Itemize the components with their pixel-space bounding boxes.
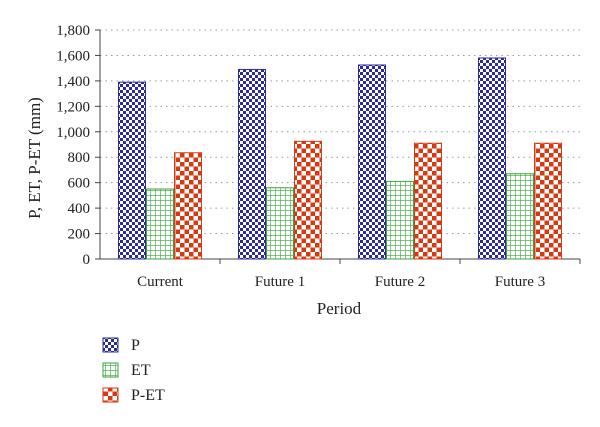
x-tick-label: Current xyxy=(137,274,184,290)
x-tick-label: Future 2 xyxy=(375,274,425,290)
y-axis-title: P, ET, P-ET (mm) xyxy=(25,97,44,219)
legend-label: P xyxy=(131,337,140,354)
bar-p-future-2 xyxy=(358,64,386,260)
x-axis-title: Period xyxy=(317,299,362,318)
x-tick-label: Future 3 xyxy=(495,274,545,290)
bar-p-future-1 xyxy=(238,68,266,260)
tick-labels: 0 200 400 600 800 1,000 1,200 1,400 1,600 1,800 Cu… xyxy=(56,23,545,290)
bar-p-et-current xyxy=(174,152,202,260)
legend-label: ET xyxy=(131,362,151,379)
legend-swatch-et xyxy=(102,362,119,378)
y-tick-label: 200 xyxy=(68,227,91,243)
y-tick-label: 600 xyxy=(68,176,91,192)
x-tick-label: Future 1 xyxy=(255,274,305,290)
y-tick-label: 0 xyxy=(83,252,91,268)
bar-et-future-3 xyxy=(506,173,534,260)
y-tick-label: 1,800 xyxy=(56,23,90,39)
y-tick-label: 1,600 xyxy=(56,48,90,64)
legend-label: P-ET xyxy=(131,387,165,404)
bars xyxy=(118,57,562,260)
legend-swatch-p-et xyxy=(102,387,119,403)
bar-et-future-2 xyxy=(386,180,414,260)
bar-p-et-future-2 xyxy=(414,142,442,260)
bar-p-future-3 xyxy=(478,57,506,260)
bar-p-current xyxy=(118,81,146,260)
legend: P ET P-ET xyxy=(102,337,165,404)
y-tick-label: 800 xyxy=(68,150,91,166)
y-tick-label: 400 xyxy=(68,201,91,217)
bar-p-et-future-1 xyxy=(294,140,322,260)
y-tick-label: 1,200 xyxy=(56,99,90,115)
y-tick-label: 1,400 xyxy=(56,74,90,90)
bar-p-et-future-3 xyxy=(534,142,562,260)
bar-et-future-1 xyxy=(266,187,294,260)
legend-swatch-p xyxy=(102,337,119,353)
y-tick-label: 1,000 xyxy=(56,125,90,141)
bar-et-current xyxy=(146,188,174,260)
